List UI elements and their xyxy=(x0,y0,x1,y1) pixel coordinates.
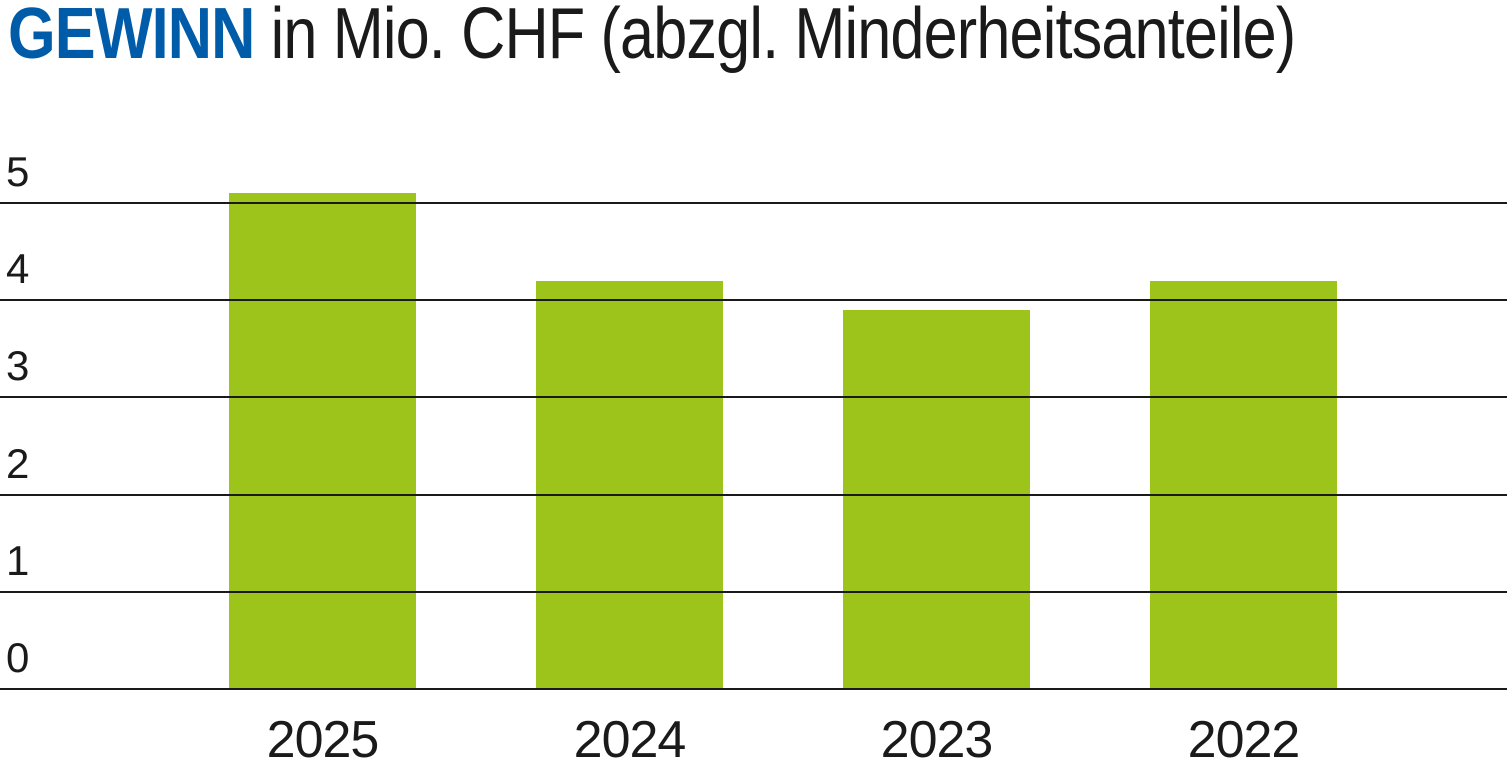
x-axis-label-2022: 2022 xyxy=(1187,711,1301,766)
bar-2024 xyxy=(536,280,723,689)
x-axis-label-2023: 2023 xyxy=(880,711,994,766)
y-axis-tick-label-0: 0 xyxy=(6,634,29,681)
gridline-2 xyxy=(0,493,1507,496)
y-axis-tick-label-5: 5 xyxy=(6,148,29,195)
y-axis-tick-label-1: 1 xyxy=(6,536,29,584)
x-axis-label-2024: 2024 xyxy=(573,711,687,766)
gridline-0 xyxy=(0,688,1507,690)
bar-2022 xyxy=(1150,280,1337,689)
gridline-5 xyxy=(0,202,1507,204)
bar-2025 xyxy=(229,193,416,689)
y-axis-tick-label-4: 4 xyxy=(6,245,29,293)
x-axis-label-2025: 2025 xyxy=(266,711,380,766)
chart-title: GEWINN in Mio. CHF (abzgl. Minderheitsan… xyxy=(8,0,1296,70)
chart-title-subtitle: in Mio. CHF (abzgl. Minderheitsanteile) xyxy=(254,0,1296,74)
bar-2023 xyxy=(843,309,1030,689)
y-axis-tick-label-2: 2 xyxy=(6,439,29,487)
gridline-4 xyxy=(0,299,1507,302)
chart-title-highlight: GEWINN xyxy=(8,0,255,74)
y-axis-tick-label-3: 3 xyxy=(6,342,29,390)
gridline-1 xyxy=(0,590,1507,593)
gridline-3 xyxy=(0,396,1507,399)
